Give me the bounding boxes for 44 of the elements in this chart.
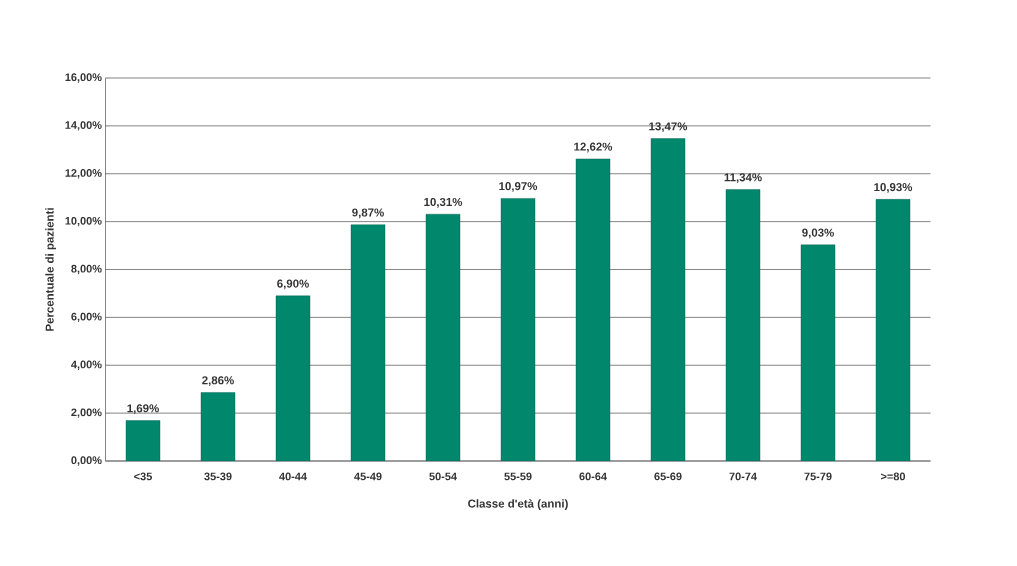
y-tick-label: 12,00%	[65, 169, 102, 179]
x-tick-label: >=80	[880, 472, 906, 481]
x-axis-title: Classe d'età (anni)	[468, 499, 568, 510]
data-label: 10,93%	[874, 183, 913, 193]
bar	[275, 295, 311, 461]
bar	[800, 244, 836, 461]
bar	[575, 158, 611, 461]
bar	[200, 392, 236, 461]
y-axis-title: Percentuale di pazienti	[45, 208, 56, 331]
bar	[125, 420, 161, 461]
y-tick-label: 10,00%	[65, 216, 102, 227]
bar	[500, 198, 536, 461]
y-tick-label: 6,00%	[71, 312, 102, 323]
bar	[425, 214, 461, 461]
y-tick-label: 8,00%	[71, 264, 102, 275]
x-tick-label: 45-49	[354, 472, 382, 481]
bar	[875, 199, 911, 461]
y-tick-label: 16,00%	[65, 73, 102, 83]
x-tick-label: 55-59	[504, 472, 532, 481]
data-label: 12,62%	[574, 142, 613, 153]
x-tick-label: 50-54	[429, 472, 457, 481]
x-tick-label: 60-64	[579, 472, 607, 481]
x-tick-label: 35-39	[204, 472, 232, 481]
data-label: 9,87%	[352, 208, 384, 219]
x-tick-label: 65-69	[654, 472, 682, 481]
data-label: 2,86%	[202, 376, 234, 387]
data-label: 9,03%	[802, 228, 834, 239]
y-tick-label: 14,00%	[65, 121, 102, 131]
data-label: 11,34%	[724, 173, 762, 184]
data-label: 10,31%	[424, 197, 463, 208]
x-tick-label: 70-74	[729, 472, 757, 481]
x-tick-label: 75-79	[804, 472, 832, 481]
data-label: 13,47%	[649, 122, 688, 133]
data-label: 10,97%	[499, 182, 538, 192]
bar	[725, 189, 761, 461]
y-tick-label: 4,00%	[71, 360, 102, 370]
x-tick-label: <35	[134, 472, 152, 481]
data-label: 1,69%	[127, 404, 159, 415]
y-tick-label: 0,00%	[71, 456, 102, 466]
data-label: 6,90%	[277, 279, 309, 290]
y-tick-label: 2,00%	[71, 408, 102, 418]
bar	[350, 224, 386, 461]
bar	[650, 138, 686, 461]
x-tick-label: 40-44	[279, 472, 307, 481]
